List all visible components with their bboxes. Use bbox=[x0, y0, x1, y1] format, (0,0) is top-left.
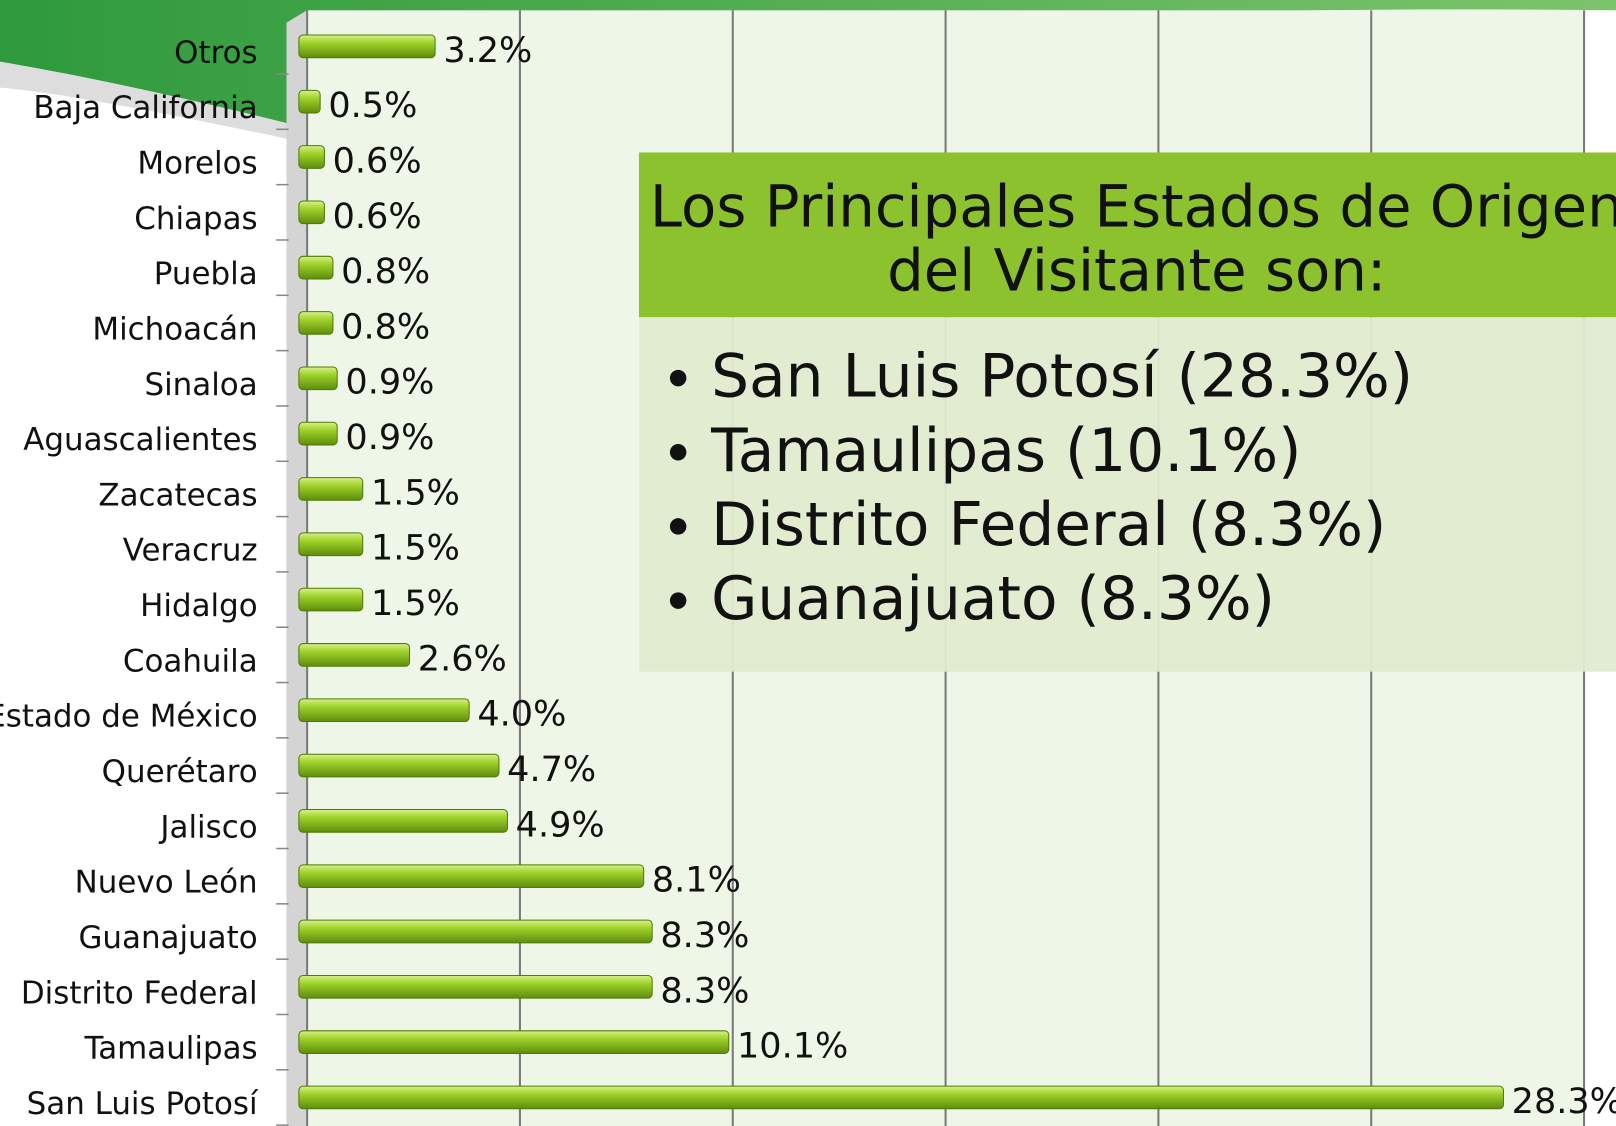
value-label: 4.7% bbox=[507, 749, 596, 790]
value-label: 0.9% bbox=[345, 362, 434, 403]
bar bbox=[298, 421, 338, 446]
category-label: Coahuila bbox=[123, 643, 258, 679]
bar bbox=[298, 1030, 730, 1054]
bullet bbox=[669, 369, 687, 387]
category-label: Zacatecas bbox=[98, 477, 257, 513]
category-label: Otros bbox=[174, 35, 258, 71]
bullet bbox=[669, 444, 687, 461]
value-label: 28.3% bbox=[1512, 1081, 1616, 1122]
value-label: 8.3% bbox=[660, 970, 749, 1011]
bar bbox=[298, 587, 364, 612]
value-label: 3.2% bbox=[443, 30, 532, 71]
note-title: del Visitante son: bbox=[887, 237, 1386, 305]
category-label: Chiapas bbox=[134, 201, 257, 237]
note-item: Guanajuato (8.3%) bbox=[711, 565, 1275, 634]
bar bbox=[298, 864, 645, 889]
value-label: 8.1% bbox=[652, 860, 741, 901]
value-label: 0.8% bbox=[341, 306, 430, 347]
bar bbox=[298, 532, 364, 557]
value-label: 4.0% bbox=[477, 694, 566, 735]
value-label: 0.6% bbox=[333, 140, 422, 181]
bullet bbox=[669, 592, 687, 609]
bar bbox=[298, 366, 338, 391]
note-body bbox=[638, 317, 1616, 672]
bar bbox=[298, 34, 436, 59]
bar bbox=[298, 200, 325, 225]
bar bbox=[298, 311, 334, 335]
note-title: Los Principales Estados de Origen bbox=[650, 173, 1616, 241]
bar bbox=[298, 1085, 1504, 1110]
value-label: 4.9% bbox=[516, 804, 605, 845]
value-label: 1.5% bbox=[371, 528, 460, 569]
value-label: 1.5% bbox=[371, 472, 460, 513]
value-label: 0.8% bbox=[341, 251, 430, 292]
category-label: Nuevo León bbox=[75, 865, 258, 901]
bullet bbox=[669, 518, 687, 535]
bar bbox=[298, 643, 411, 667]
axis-wall bbox=[286, 10, 308, 1126]
category-label: Jalisco bbox=[158, 809, 257, 845]
category-label: Baja California bbox=[33, 90, 257, 126]
bar bbox=[298, 145, 325, 169]
value-label: 0.5% bbox=[328, 85, 417, 126]
swoosh-shadow bbox=[0, 61, 289, 140]
category-label: Michoacán bbox=[92, 311, 257, 347]
value-label: 10.1% bbox=[737, 1026, 848, 1067]
bar bbox=[298, 974, 653, 999]
bar bbox=[298, 477, 364, 501]
value-label: 8.3% bbox=[660, 915, 749, 956]
bar bbox=[298, 698, 470, 723]
note-item: San Luis Potosí (28.3%) bbox=[711, 343, 1413, 412]
category-label: Aguascalientes bbox=[23, 422, 257, 458]
bar bbox=[298, 89, 321, 114]
bar bbox=[298, 255, 334, 280]
note-header bbox=[638, 152, 1616, 318]
bar bbox=[298, 753, 500, 778]
category-label: San Luis Potosí bbox=[27, 1086, 259, 1122]
category-label: Tamaulipas bbox=[83, 1031, 257, 1067]
bar bbox=[298, 919, 653, 944]
value-label: 0.9% bbox=[345, 417, 434, 458]
note-item: Tamaulipas (10.1%) bbox=[710, 417, 1301, 486]
value-label: 2.6% bbox=[418, 638, 507, 679]
category-label: Querétaro bbox=[102, 754, 258, 790]
category-label: Veracruz bbox=[123, 533, 258, 569]
category-label: Morelos bbox=[137, 145, 257, 181]
value-label: 0.6% bbox=[333, 196, 422, 237]
category-label: Guanajuato bbox=[78, 920, 257, 956]
category-label: Distrito Federal bbox=[21, 975, 258, 1011]
category-label: Estado de México bbox=[0, 699, 258, 735]
category-label: Hidalgo bbox=[140, 588, 258, 624]
category-label: Puebla bbox=[154, 256, 258, 292]
bar bbox=[298, 809, 508, 833]
note-item: Distrito Federal (8.3%) bbox=[711, 491, 1386, 560]
value-label: 1.5% bbox=[371, 583, 460, 624]
category-label: Sinaloa bbox=[144, 367, 257, 403]
